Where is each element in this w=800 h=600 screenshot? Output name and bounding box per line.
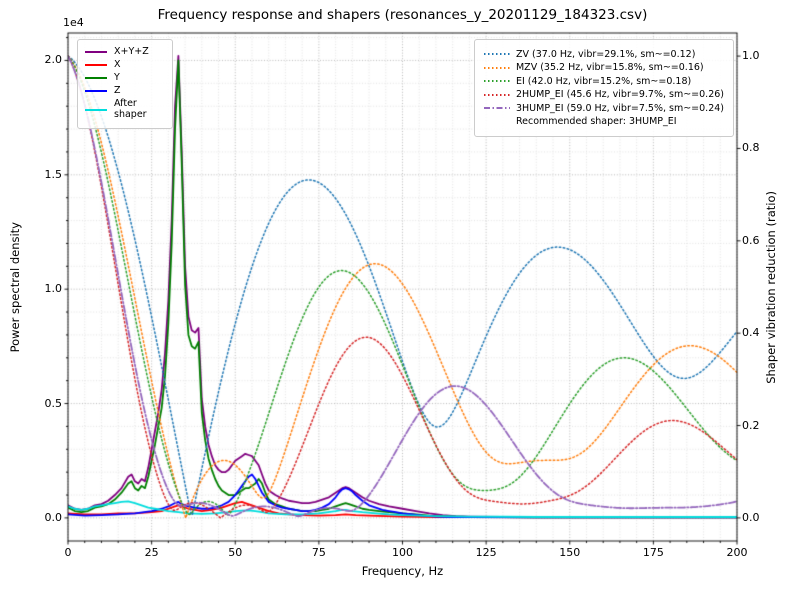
shaper-legend-item: 3HUMP_EI (59.0 Hz, vibr=7.5%, sm~=0.24): [483, 102, 724, 114]
y-tick-label-left: 0.0: [44, 510, 63, 524]
y-axis-offset-text: 1e4: [63, 16, 84, 29]
x-tick-label: 175: [642, 546, 664, 559]
shaper-legend-item: 2HUMP_EI (45.6 Hz, vibr=9.7%, sm~=0.26): [483, 89, 724, 100]
x-tick-label: 150: [559, 546, 581, 559]
y-tick-label-left: 1.0: [44, 282, 63, 296]
y-axis-label-right-wrap: Shaper vibration reduction (ratio): [764, 33, 778, 541]
y-tick-label-right: 0.2: [742, 418, 760, 432]
shaper-legend-label: ZV (37.0 Hz, vibr=29.1%, sm~=0.12): [515, 48, 696, 60]
y-tick-label-right: 1.0: [742, 49, 760, 63]
psd-legend-item: Y: [85, 71, 164, 84]
shaper-legend-item: EI (42.0 Hz, vibr=15.2%, sm~=0.18): [483, 75, 724, 87]
x-tick-label: 200: [726, 546, 748, 559]
legend-line-sample: [85, 64, 107, 67]
psd-legend-label: X+Y+Z: [114, 46, 149, 57]
psd-legend-item: After shaper: [85, 97, 164, 121]
shaper-legend-item: ZV (37.0 Hz, vibr=29.1%, sm~=0.12): [483, 48, 724, 60]
psd-legend-item: X+Y+Z: [85, 46, 164, 58]
psd-legend-label: After shaper: [114, 97, 147, 120]
y-tick-label-right: 0.6: [742, 233, 760, 247]
psd-legend-label: Y: [114, 71, 120, 83]
chart-title: Frequency response and shapers (resonanc…: [157, 7, 648, 23]
shaper-legend-label: 3HUMP_EI (59.0 Hz, vibr=7.5%, sm~=0.24): [515, 102, 724, 114]
psd-legend: X+Y+Z X Y Z After shaper: [77, 39, 173, 129]
x-tick-label: 125: [475, 546, 497, 559]
y-tick-label-left: 1.5: [44, 167, 63, 181]
legend-line-sample: [85, 77, 107, 80]
legend-line-sample: [483, 93, 510, 96]
shaper-legend: ZV (37.0 Hz, vibr=29.1%, sm~=0.12) MZV (3…: [473, 39, 734, 137]
x-tick-label: 100: [392, 546, 413, 559]
shaper-legend-label: 2HUMP_EI (45.6 Hz, vibr=9.7%, sm~=0.26): [515, 89, 724, 100]
x-tick-label: 25: [144, 546, 159, 559]
legend-line-sample: [85, 108, 107, 111]
recommended-shaper-note: Recommended shaper: 3HUMP_EI: [484, 116, 724, 127]
legend-line-sample: [483, 80, 510, 82]
shaper-legend-label: EI (42.0 Hz, vibr=15.2%, sm~=0.18): [515, 75, 692, 87]
psd-legend-label: X: [114, 58, 121, 70]
psd-legend-item: X: [85, 58, 164, 71]
legend-line-sample: [483, 53, 510, 55]
x-tick-label: 50: [228, 546, 243, 559]
y-tick-label-right: 0.0: [742, 510, 760, 524]
y-tick-label-left: 0.5: [44, 396, 63, 410]
shaper-legend-label: MZV (35.2 Hz, vibr=15.8%, sm~=0.16): [515, 62, 704, 73]
y-axis-label-right: Shaper vibration reduction (ratio): [764, 190, 778, 384]
recommended-shaper-label: Recommended shaper: 3HUMP_EI: [515, 116, 677, 127]
shaper-legend-item: MZV (35.2 Hz, vibr=15.8%, sm~=0.16): [483, 62, 724, 73]
y-tick-label-right: 0.8: [742, 141, 760, 155]
legend-line-sample: [483, 107, 510, 109]
x-tick-label: 0: [64, 546, 72, 559]
x-tick-label: 75: [311, 546, 326, 559]
y-tick-label-left: 2.0: [44, 53, 63, 67]
x-axis-label: Frequency, Hz: [361, 564, 444, 578]
legend-line-sample: [483, 66, 510, 69]
y-tick-label-right: 0.4: [742, 326, 760, 340]
legend-line-sample: [85, 90, 107, 93]
psd-legend-item: Z: [85, 84, 164, 97]
legend-line-sample: [85, 51, 107, 54]
psd-legend-label: Z: [114, 84, 121, 96]
